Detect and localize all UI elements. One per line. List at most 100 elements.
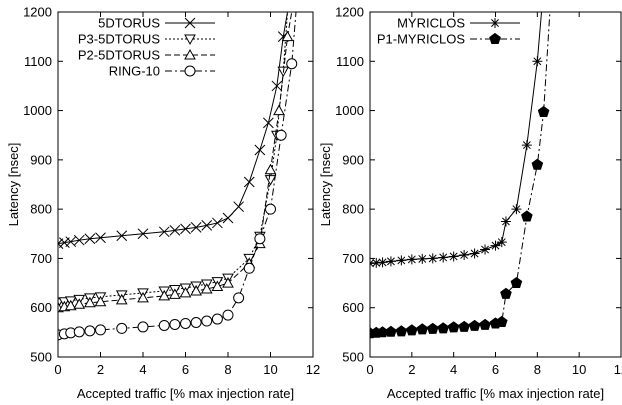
chart1-data-point [169,224,181,236]
chart2-legend-marker [489,32,501,44]
chart1-data-point [137,321,149,333]
chart2-data-point [416,323,429,335]
chart1-xtick-label: 10 [263,362,277,377]
chart1-series-5dtorus [58,12,289,249]
chart1-data-point [263,117,274,129]
chart2-xtick-label: 0 [366,362,373,377]
chart1-data-point [84,296,96,308]
chart2-xtick-label: 4 [450,362,457,377]
chart2-data-point [385,256,396,267]
chart1-legend-label: 5DTORUS [98,16,160,31]
chart2-data-point [447,321,460,333]
chart2-xtick-label: 2 [408,362,415,377]
chart1-ytick-label: 1200 [23,5,52,20]
chart2-xtick-label: 8 [534,362,541,377]
chart1-data-point [58,301,64,313]
chart1-data-point [116,322,128,334]
chart1-data-point [190,317,202,328]
chart2-data-point [531,158,544,170]
chart2-data-point [480,244,491,255]
chart2-ytick-label: 500 [342,350,364,365]
chart1-data-point [201,315,213,327]
chart2-data-point [417,253,428,264]
chart2-data-point [438,252,449,263]
chart2-data-point [426,322,439,334]
chart1-data-point [190,222,202,233]
chart2-data-point [385,325,397,337]
chart2-data-point [459,249,470,260]
chart1-series-ring-10 [58,12,298,341]
chart1-legend-label: P2-5DTORUS [78,48,160,63]
chart1-data-point [169,318,181,330]
chart1-data-point [254,144,266,156]
chart2-series-line [370,12,543,264]
chart2-xtick-label: 12 [614,362,622,377]
chart1-data-point [286,58,298,70]
chart1-xtick-label: 6 [182,362,189,377]
chart1-data-point [58,298,64,309]
chart1-data-point [73,234,85,246]
chart1-data-point [84,325,96,337]
chart2-data-point [371,257,382,268]
chart1-data-point [180,317,191,329]
chart1-data-point [201,220,213,231]
chart1-data-point [116,230,128,242]
chart2-panel: 500 600 700 800 900 1000 1100 1200 0 2 4 6 8 10 12 Acce… [318,5,622,402]
chart1-data-point [254,233,266,245]
chart2-data-point [495,315,508,327]
chart2-ytick-label: 1000 [335,103,364,118]
chart2-data-point [448,251,459,262]
chart1-data-point [95,324,106,336]
chart2-plot-frame [369,11,622,358]
chart1-data-point [64,299,77,311]
chart1-legend-marker [184,34,196,46]
chart1-data-point [233,292,245,304]
chart2-y-axis-label: Latency [nsec] [318,143,333,227]
chart1-data-point [137,228,149,240]
chart1-legend-label: P3-5DTORUS [78,32,160,47]
chart2-data-point [458,320,470,332]
chart1-ytick-label: 900 [30,152,52,167]
chart2-data-point [500,216,511,227]
chart1-data-point [271,80,283,92]
chart2-data-point [532,56,543,67]
chart1-data-point [212,217,223,229]
chart2-legend-marker [490,18,500,28]
chart1-legend-marker [184,48,196,60]
chart1-data-point [95,232,106,244]
chart2-data-point [406,254,417,265]
chart1-data-point [275,129,287,141]
chart2-xtick-label: 6 [492,362,499,377]
chart1-data-point [158,289,171,301]
chart2-data-point [521,140,532,151]
chart1-x-axis-label: Accepted traffic [% max injection rate] [77,386,294,401]
chart1-xtick-label: 12 [306,362,320,377]
chart2-ytick-label: 600 [342,300,364,315]
chart1-data-point [115,293,128,305]
chart1-xtick-label: 4 [139,362,146,377]
chart2-data-point [521,210,533,222]
chart1-data-point [190,284,202,296]
chart1-ytick-label: 600 [30,300,52,315]
chart2-data-point [479,318,491,330]
chart1-data-point [243,262,255,274]
chart2-data-point [377,257,388,268]
chart2-data-point [427,253,438,264]
chart1-ytick-label: 1000 [23,103,52,118]
chart2-legend-label: P1-MYRICLOS [377,32,465,47]
chart1-y-axis-label: Latency [nsec] [6,143,21,227]
chart1-data-point [73,326,85,338]
chart2-data-point [490,240,501,251]
chart2-series-myriclos [370,12,543,269]
chart1-data-point [233,201,244,213]
chart1-data-point [281,30,294,42]
chart1-data-point [211,313,223,325]
chart1-data-point [222,277,234,288]
chart2-ytick-label: 1100 [336,54,364,69]
chart2-ytick-label: 900 [342,152,364,167]
chart1-xtick-label: 0 [54,362,61,377]
chart1-data-point [264,163,277,175]
chart1-series-line [58,12,288,245]
chart1-legend-marker [184,65,196,77]
